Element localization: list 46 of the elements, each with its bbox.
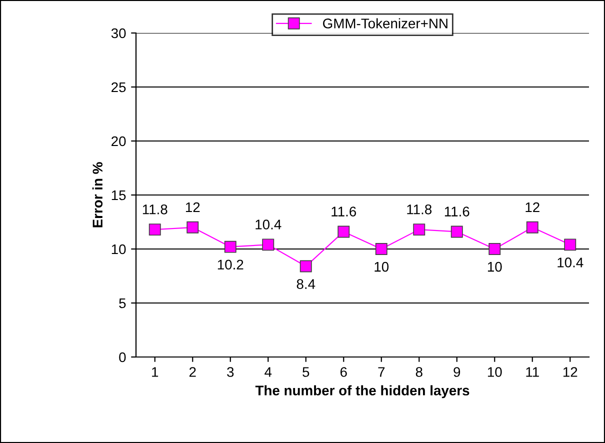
y-tick-label: 25 bbox=[112, 82, 126, 92]
x-tick-label: 12 bbox=[563, 367, 578, 377]
x-tick-label: 6 bbox=[340, 367, 347, 377]
data-label: 11.6 bbox=[332, 206, 356, 216]
x-tick-label: 5 bbox=[302, 367, 310, 377]
point bbox=[564, 238, 576, 251]
data-label: 11.8 bbox=[407, 204, 432, 214]
x-tick-label: 11 bbox=[526, 367, 539, 377]
point bbox=[375, 243, 388, 255]
data-label: 10 bbox=[488, 262, 502, 272]
data-label: 12 bbox=[526, 202, 540, 212]
point bbox=[262, 238, 274, 251]
y-axis-title: Error in % bbox=[92, 162, 103, 228]
x-tick-label: 4 bbox=[264, 367, 272, 377]
data-label: 12 bbox=[186, 202, 200, 212]
x-tick-label: 10 bbox=[488, 367, 502, 377]
x-tick-label: 7 bbox=[378, 367, 385, 377]
point bbox=[186, 221, 199, 234]
y-tick-label: 10 bbox=[112, 244, 126, 254]
y-tick-label: 0 bbox=[119, 352, 126, 362]
point bbox=[488, 243, 501, 255]
x-tick-label: 3 bbox=[227, 367, 234, 377]
point bbox=[338, 226, 350, 238]
point bbox=[300, 260, 312, 272]
x-tick-label: 9 bbox=[454, 367, 460, 377]
y-tick-label: 15 bbox=[112, 190, 126, 200]
x-tick-label: 8 bbox=[416, 367, 422, 377]
x-axis-title: The number of the hidden layers bbox=[255, 385, 470, 398]
data-label: 10.2 bbox=[218, 260, 244, 270]
y-tick-label: 30 bbox=[111, 28, 126, 38]
point bbox=[148, 224, 161, 236]
y-tick-label: 5 bbox=[119, 298, 126, 308]
data-label: 8.4 bbox=[296, 279, 316, 289]
point bbox=[526, 221, 538, 234]
point bbox=[224, 240, 236, 253]
data-label: 10 bbox=[374, 262, 389, 272]
data-label: 10.4 bbox=[256, 220, 282, 230]
data-label: 10.4 bbox=[558, 258, 584, 268]
legend-label: GMM-Tokenizer+NN bbox=[323, 18, 448, 28]
y-tick-label: 20 bbox=[112, 136, 126, 146]
point bbox=[413, 224, 426, 236]
point bbox=[450, 226, 463, 238]
x-tick-label: 1 bbox=[152, 367, 158, 377]
data-label: 11.6 bbox=[444, 206, 470, 216]
x-tick-label: 2 bbox=[189, 367, 196, 377]
data-label: 11.8 bbox=[142, 204, 168, 214]
